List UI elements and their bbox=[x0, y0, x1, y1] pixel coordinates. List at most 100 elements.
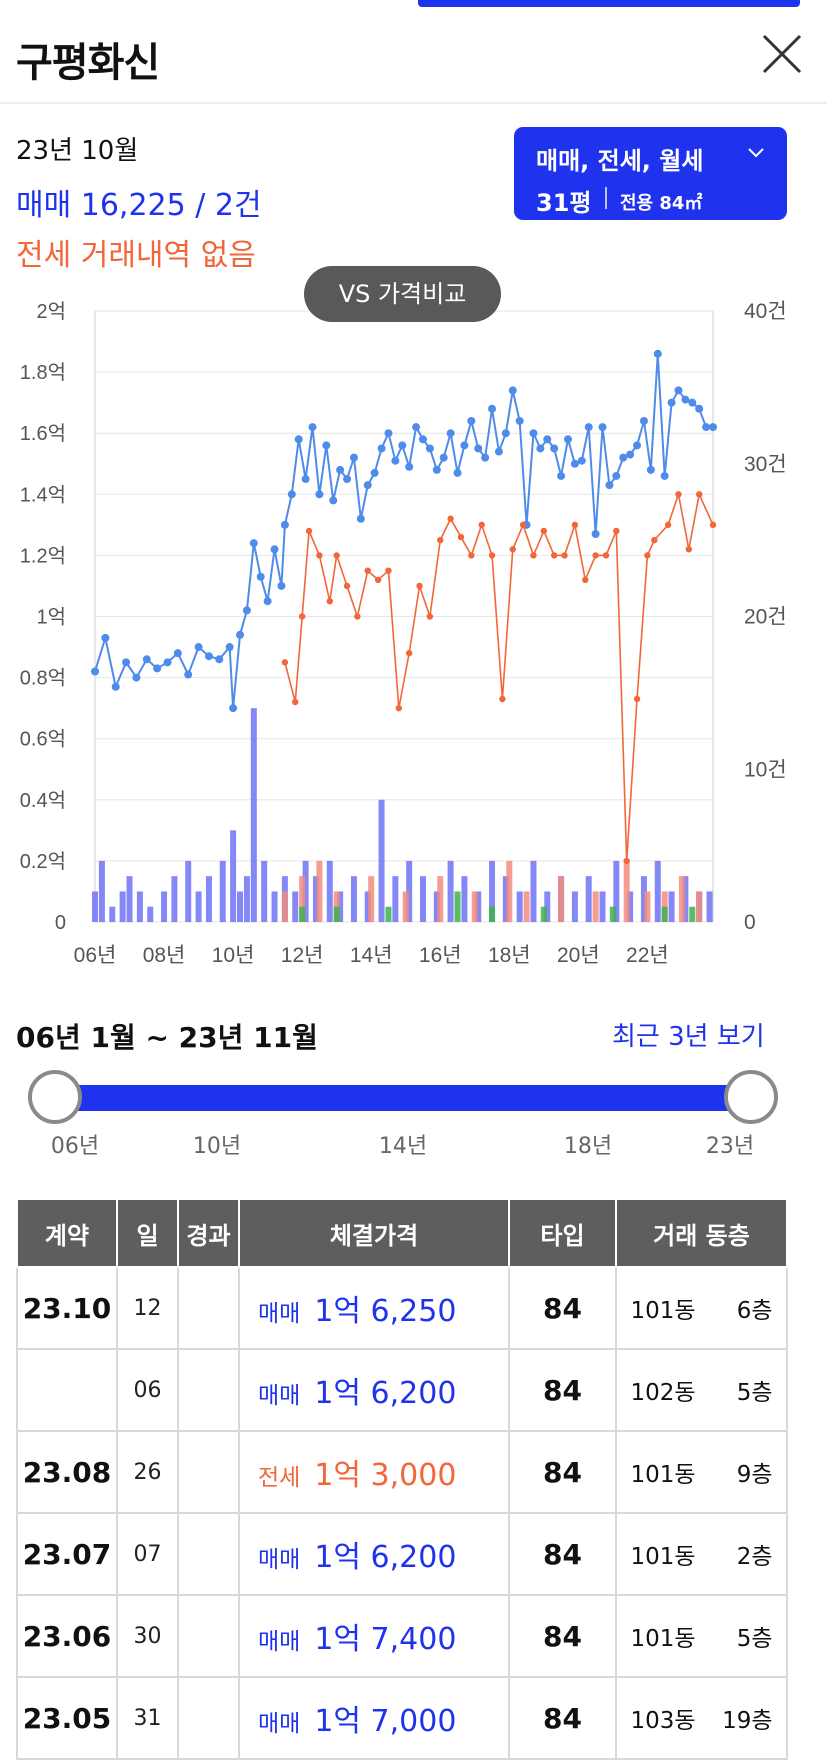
table-row[interactable]: 23.10 12 매매 1억 6,250 84 101동 6층 bbox=[16, 1266, 788, 1350]
vs-compare-button[interactable]: VS 가격비교 bbox=[304, 266, 501, 322]
cell-elapsed bbox=[177, 1676, 240, 1760]
price-point-sale bbox=[412, 423, 421, 432]
table-row[interactable]: 23.05 31 매매 1억 7,000 84 103동 19층 bbox=[16, 1676, 788, 1760]
dong: 101동 bbox=[630, 1544, 696, 1570]
col-header-elapsed[interactable]: 경과 bbox=[177, 1198, 240, 1268]
cell-day: 07 bbox=[116, 1512, 179, 1596]
col-header-price[interactable]: 체결가격 bbox=[238, 1198, 510, 1268]
volume-bar-sale bbox=[109, 906, 116, 922]
volume-bar-rent bbox=[609, 906, 616, 922]
x-tick-label: 20년 bbox=[557, 944, 600, 967]
price-point-sale bbox=[315, 490, 324, 499]
price-point-lease bbox=[305, 527, 313, 535]
range-slider-track[interactable] bbox=[55, 1085, 752, 1111]
price-point-lease bbox=[316, 552, 323, 559]
price-point-sale bbox=[229, 704, 238, 713]
x-tick-label: 10년 bbox=[212, 944, 255, 967]
volume-bar-sale bbox=[433, 891, 440, 922]
slider-tick: 14년 bbox=[378, 1134, 428, 1159]
volume-bar-sale bbox=[136, 891, 143, 922]
price-point-sale bbox=[702, 423, 711, 432]
price-point-sale bbox=[132, 673, 141, 682]
floor: 5층 bbox=[736, 1380, 773, 1406]
volume-bar-rent bbox=[689, 906, 696, 922]
price-point-sale bbox=[481, 453, 490, 462]
y-right-tick-label: 0 bbox=[744, 911, 756, 934]
price-point-sale bbox=[256, 572, 265, 581]
cell-day: 06 bbox=[116, 1348, 179, 1432]
summary-sale: 매매 16,225 / 2건 bbox=[16, 188, 262, 223]
cell-price: 매매 1억 6,200 bbox=[238, 1348, 510, 1432]
price-point-sale bbox=[336, 465, 345, 474]
volume-bar-sale bbox=[571, 891, 578, 922]
slider-tick: 18년 bbox=[563, 1134, 613, 1159]
price-point-lease bbox=[530, 552, 537, 559]
price-point-sale bbox=[398, 441, 407, 450]
table-row[interactable]: 23.08 26 전세 1억 3,000 84 101동 9층 bbox=[16, 1430, 788, 1514]
table-row[interactable]: 23.06 30 매매 1억 7,400 84 101동 5층 bbox=[16, 1594, 788, 1678]
price-point-lease bbox=[623, 857, 630, 865]
volume-bar-sale bbox=[126, 876, 133, 922]
cell-price: 매매 1억 7,000 bbox=[238, 1676, 510, 1760]
volume-bar-lease bbox=[558, 876, 565, 922]
price-point-lease bbox=[298, 613, 306, 620]
volume-bar-lease bbox=[437, 876, 444, 922]
price-point-sale bbox=[405, 462, 414, 471]
col-header-day[interactable]: 일 bbox=[116, 1198, 179, 1268]
page-title: 구평화신 bbox=[16, 40, 160, 86]
close-button[interactable] bbox=[758, 30, 806, 78]
summary-lease: 전세 거래내역 없음 bbox=[16, 238, 256, 273]
table-row[interactable]: 23.07 07 매매 1억 6,200 84 101동 2층 bbox=[16, 1512, 788, 1596]
filter-deal-types: 매매, 전세, 월세 bbox=[536, 147, 704, 175]
price-point-lease bbox=[343, 582, 351, 590]
price-point-sale bbox=[584, 423, 593, 432]
price-point-sale bbox=[173, 649, 182, 658]
range-slider-start-handle[interactable] bbox=[28, 1070, 82, 1124]
volume-bar-rent bbox=[299, 906, 306, 922]
deal-kind: 전세 bbox=[258, 1465, 301, 1491]
price-point-lease bbox=[364, 567, 371, 574]
price-point-sale bbox=[194, 643, 203, 652]
y-left-tick-label: 0 bbox=[55, 912, 66, 934]
deal-filter-button[interactable]: 매매, 전세, 월세 31평 전용 84㎡ bbox=[514, 127, 787, 220]
range-slider-end-handle[interactable] bbox=[724, 1070, 778, 1124]
col-header-location[interactable]: 거래 동층 bbox=[615, 1198, 788, 1268]
volume-bar-lease bbox=[402, 891, 409, 922]
dong: 101동 bbox=[630, 1626, 696, 1652]
table-row[interactable]: 06 매매 1억 6,200 84 102동 5층 bbox=[16, 1348, 788, 1432]
price-point-lease bbox=[561, 552, 568, 559]
y-left-tick-label: 1.4억 bbox=[20, 483, 66, 506]
price-point-sale bbox=[142, 655, 151, 664]
deal-amount: 1억 7,400 bbox=[314, 1622, 457, 1657]
cell-elapsed bbox=[177, 1348, 240, 1432]
floor: 6층 bbox=[736, 1298, 773, 1324]
slider-tick: 23년 bbox=[705, 1134, 755, 1159]
price-point-sale bbox=[322, 441, 331, 450]
dong: 101동 bbox=[630, 1462, 696, 1488]
recent-3y-link[interactable]: 최근 3년 보기 bbox=[612, 1022, 765, 1052]
volume-bar-lease bbox=[623, 860, 630, 922]
price-point-lease bbox=[499, 695, 506, 703]
volume-bar-sale bbox=[250, 708, 257, 922]
cell-price: 전세 1억 3,000 bbox=[238, 1430, 510, 1514]
price-point-sale bbox=[301, 475, 310, 484]
col-header-contract[interactable]: 계약 bbox=[16, 1198, 118, 1268]
volume-bar-sale bbox=[185, 860, 192, 922]
cell-day: 12 bbox=[116, 1266, 179, 1350]
volume-bar-lease bbox=[644, 891, 651, 922]
range-label: 06년 1월 ~ 23년 11월 bbox=[16, 1021, 318, 1054]
price-point-sale bbox=[508, 386, 517, 395]
price-point-lease bbox=[468, 552, 475, 559]
cell-location: 101동 2층 bbox=[615, 1512, 788, 1596]
price-point-sale bbox=[236, 630, 245, 639]
volume-bar-sale bbox=[668, 891, 675, 922]
deal-kind: 매매 bbox=[258, 1547, 301, 1573]
col-header-type[interactable]: 타입 bbox=[508, 1198, 617, 1268]
cell-type: 84 bbox=[508, 1348, 617, 1432]
cell-elapsed bbox=[177, 1594, 240, 1678]
price-point-sale bbox=[349, 453, 358, 462]
price-point-lease bbox=[695, 491, 703, 498]
price-point-sale bbox=[101, 633, 110, 642]
price-point-sale bbox=[674, 386, 683, 395]
volume-bar-sale bbox=[392, 876, 399, 922]
